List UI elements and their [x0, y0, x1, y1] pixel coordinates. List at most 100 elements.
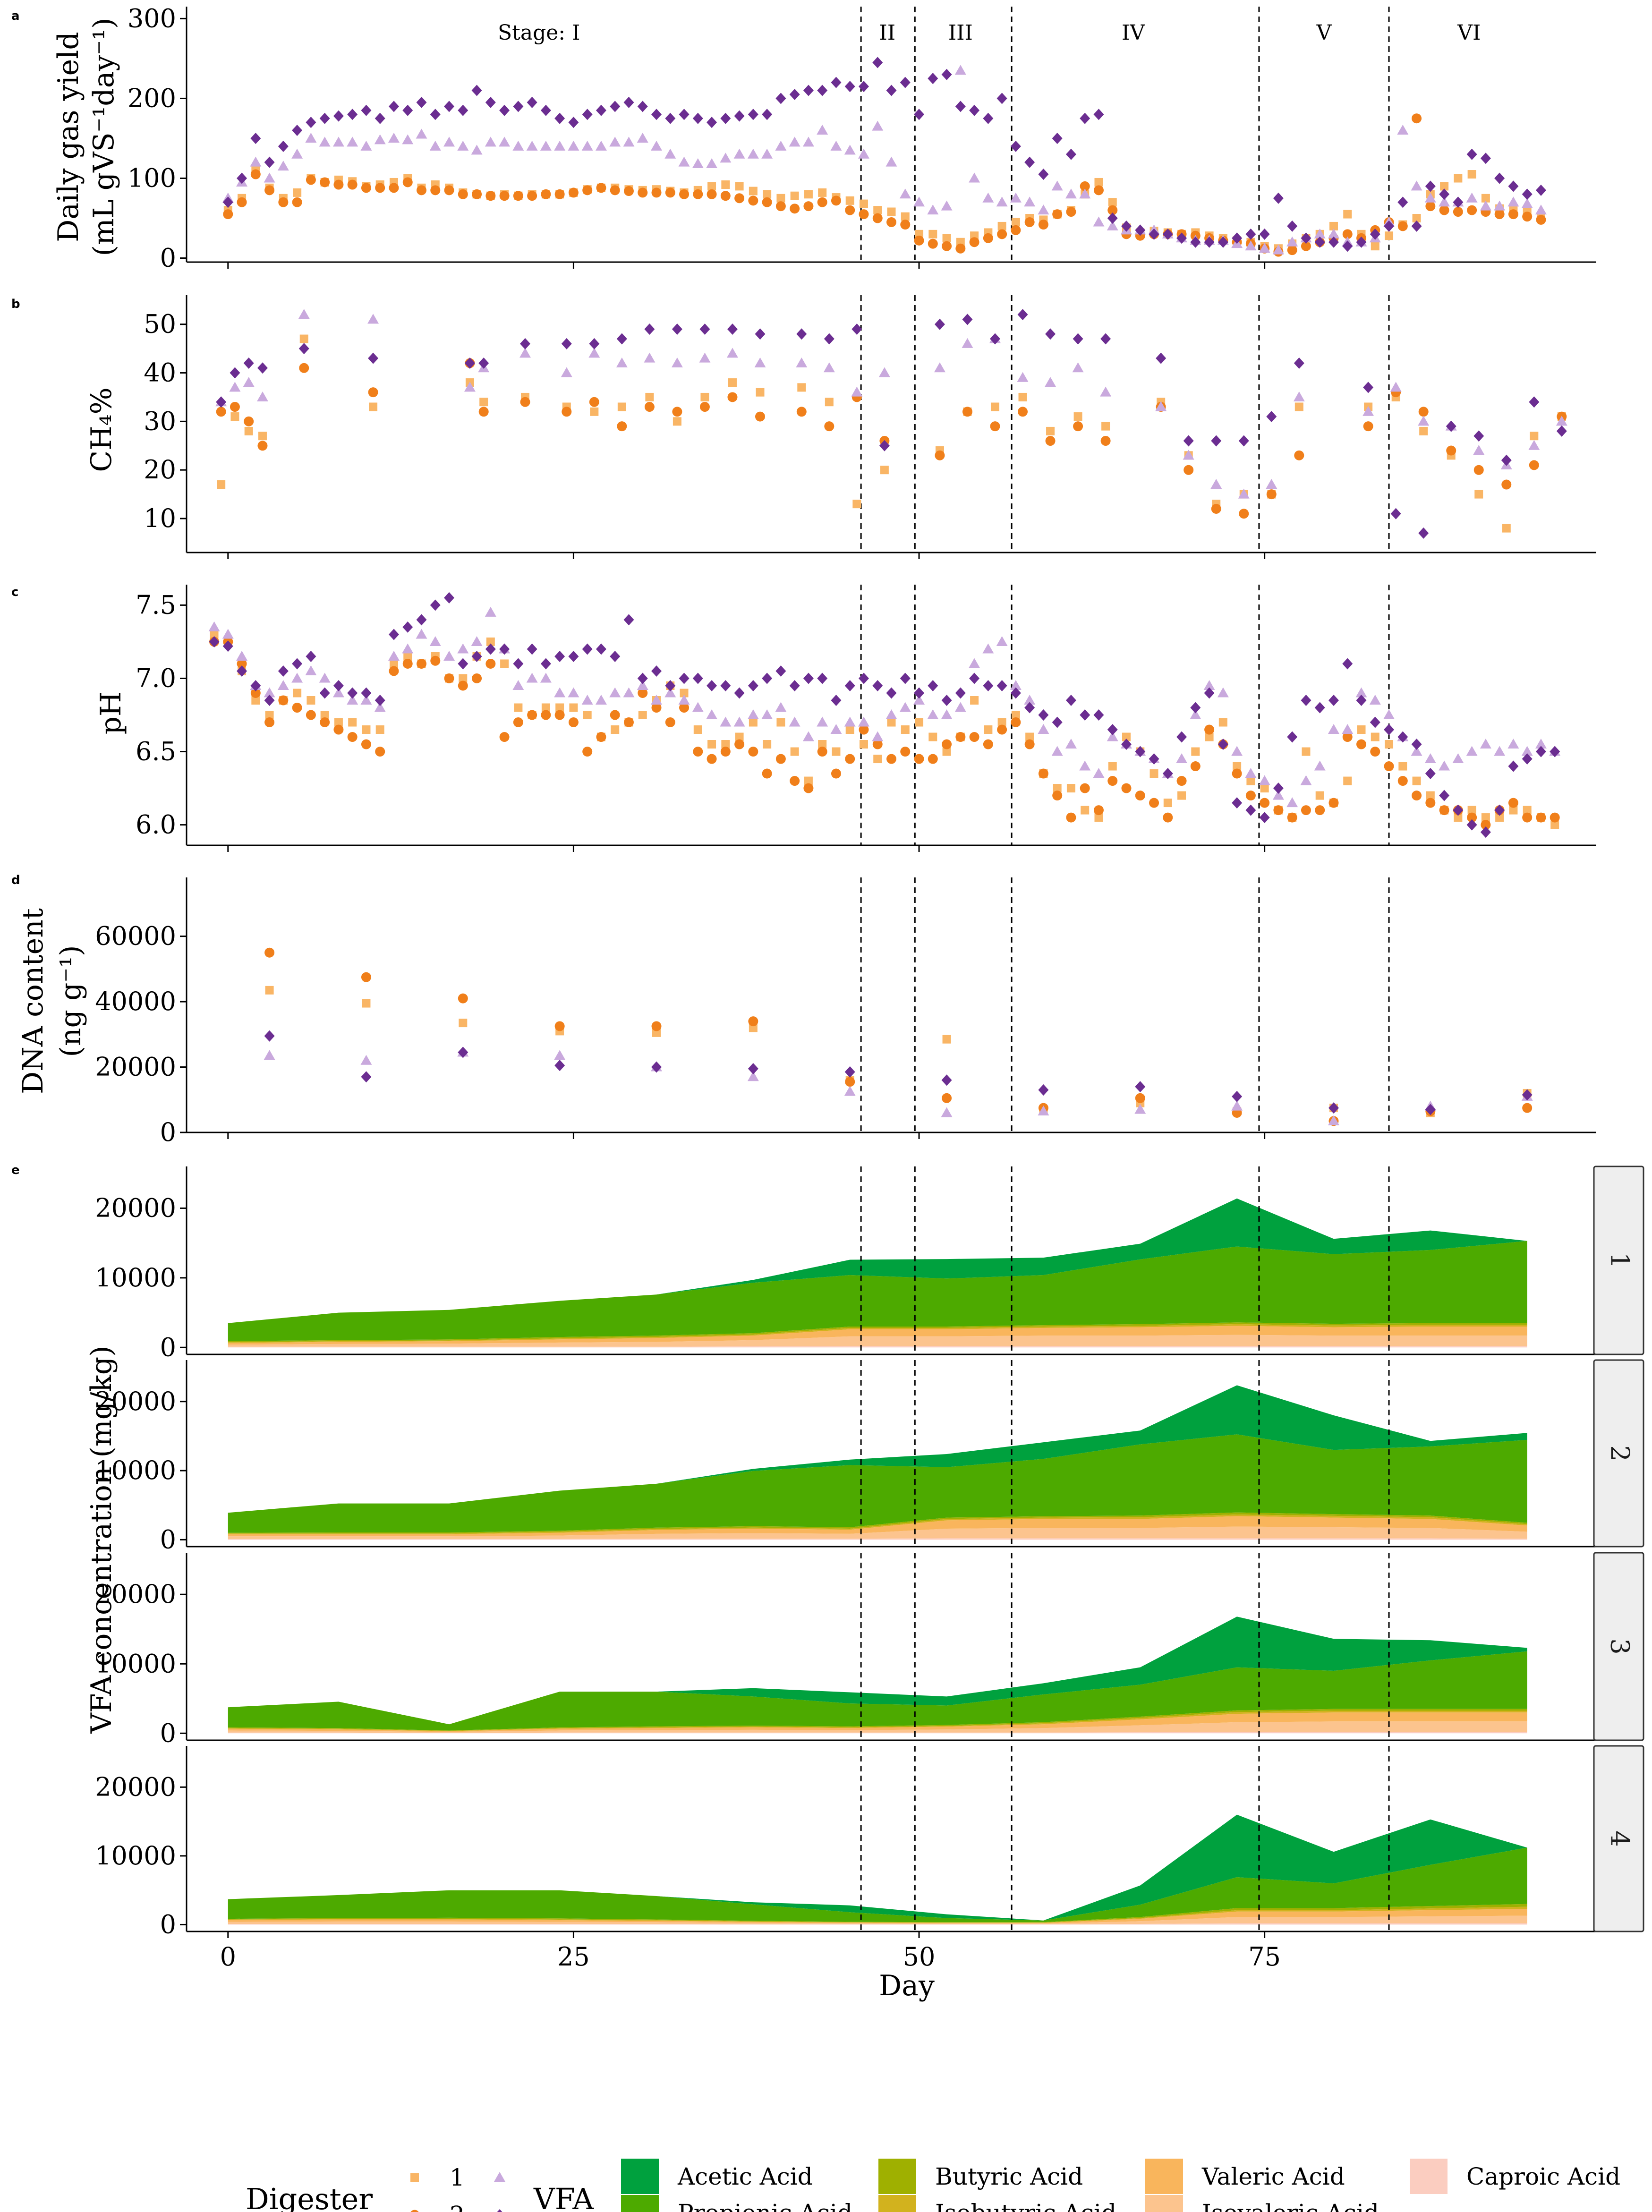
point [1385, 740, 1394, 749]
point [915, 718, 924, 727]
point [844, 81, 855, 93]
point [1204, 724, 1215, 735]
point [256, 391, 268, 401]
point [306, 117, 316, 128]
point [1480, 826, 1491, 838]
point [1453, 206, 1463, 217]
point [1473, 465, 1484, 475]
point [360, 140, 372, 151]
point [1494, 209, 1505, 220]
point [293, 188, 302, 197]
point [1025, 732, 1034, 741]
point [1052, 791, 1063, 801]
point [1362, 406, 1374, 416]
point [333, 110, 344, 122]
point [1314, 760, 1326, 771]
point [845, 725, 854, 734]
point [761, 148, 773, 159]
panel-c-series-digester-2 [209, 637, 1560, 830]
point [1480, 153, 1491, 164]
point [1466, 192, 1478, 203]
point [637, 101, 648, 112]
point [458, 681, 468, 691]
point [644, 402, 655, 412]
point [886, 156, 897, 167]
point [1183, 450, 1194, 460]
point [672, 407, 682, 417]
point [472, 673, 482, 683]
point [844, 145, 856, 155]
point [500, 659, 509, 668]
point [1177, 791, 1186, 800]
point [389, 183, 399, 193]
point [665, 680, 676, 691]
point [1419, 426, 1428, 435]
point [1439, 205, 1449, 215]
point [1231, 1100, 1243, 1111]
point [520, 397, 530, 407]
point [707, 754, 717, 764]
panel-a-ytick-label: 200 [128, 83, 176, 113]
point [250, 688, 261, 698]
point [680, 689, 689, 698]
point [485, 191, 496, 201]
point [402, 621, 413, 633]
ylabel-a-line2: (mL gVS⁻¹day⁻¹) [87, 18, 120, 256]
panel-b-series-digester-4 [216, 309, 1567, 539]
point [1509, 806, 1518, 815]
point [941, 200, 953, 211]
point [1293, 391, 1305, 401]
panel-d-ytick-label: 20000 [95, 1052, 176, 1082]
point [858, 148, 869, 159]
point [789, 716, 800, 727]
area-valeric-acid [228, 1909, 1527, 1924]
point [1370, 228, 1380, 240]
point [1107, 205, 1118, 215]
point [1010, 680, 1022, 690]
point [320, 177, 330, 187]
point [362, 725, 371, 734]
point [844, 1066, 855, 1078]
point [1301, 694, 1311, 706]
facet-1-ytick-label: 0 [160, 1332, 176, 1362]
point [969, 237, 979, 247]
point [527, 96, 537, 108]
point [1536, 214, 1546, 225]
point [217, 480, 226, 489]
point [429, 140, 441, 151]
point [555, 703, 564, 712]
point [749, 187, 758, 196]
point [1453, 804, 1464, 816]
point [443, 650, 455, 661]
point [617, 421, 627, 432]
point [1302, 747, 1311, 756]
point [526, 672, 538, 683]
point [210, 630, 219, 639]
point [1454, 174, 1463, 183]
point [693, 189, 703, 199]
point [230, 367, 240, 379]
point [775, 702, 787, 712]
point [913, 694, 925, 705]
point [1397, 125, 1409, 135]
point [258, 432, 267, 441]
point [319, 112, 330, 124]
point [720, 716, 732, 727]
point [651, 702, 662, 713]
point [237, 197, 247, 207]
panel-c-series-digester-3 [208, 606, 1561, 808]
point [996, 636, 1008, 646]
point [1073, 421, 1083, 432]
point [1239, 509, 1249, 519]
panel-letter-a: a [11, 9, 20, 23]
point [1245, 804, 1256, 816]
point [700, 392, 709, 401]
point [1301, 232, 1311, 244]
point [264, 185, 275, 196]
point [1507, 196, 1519, 207]
legend-vfa-label: Propionic Acid [678, 2199, 852, 2212]
point [754, 357, 766, 367]
point [726, 348, 738, 358]
point [444, 101, 455, 112]
point [928, 238, 938, 249]
